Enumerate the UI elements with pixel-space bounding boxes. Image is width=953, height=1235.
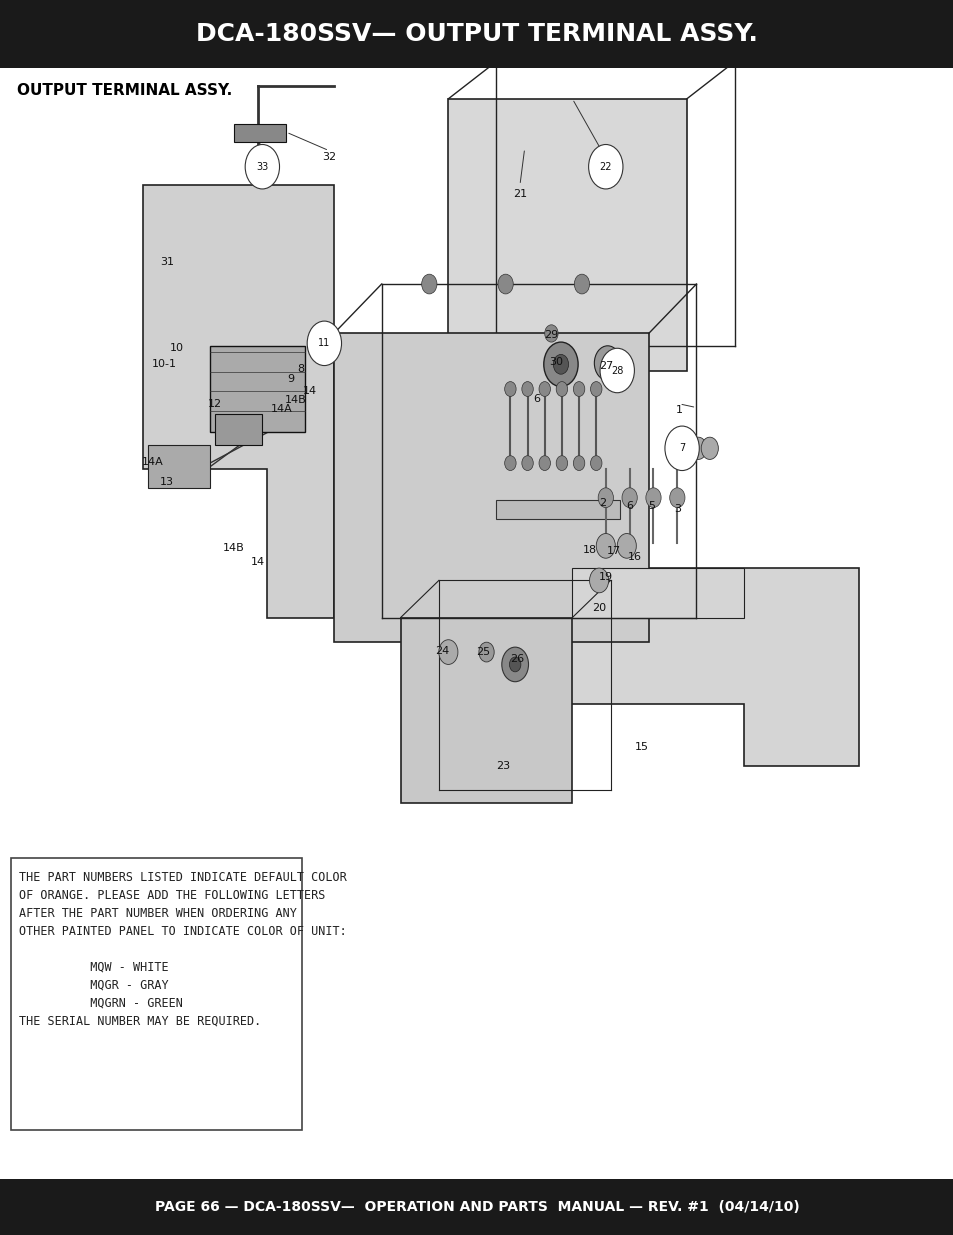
FancyBboxPatch shape [0, 1179, 953, 1235]
Polygon shape [214, 414, 262, 445]
Circle shape [421, 274, 436, 294]
Text: 14B: 14B [223, 543, 244, 553]
Text: 14A: 14A [142, 457, 163, 467]
Text: DCA-180SSV— OUTPUT TERMINAL ASSY.: DCA-180SSV— OUTPUT TERMINAL ASSY. [196, 22, 757, 46]
Circle shape [588, 144, 622, 189]
Circle shape [664, 426, 699, 471]
Text: 14: 14 [303, 387, 316, 396]
Text: 8: 8 [296, 364, 304, 374]
Polygon shape [233, 124, 286, 142]
Polygon shape [553, 568, 858, 766]
Circle shape [521, 382, 533, 396]
Circle shape [501, 647, 528, 682]
Text: 23: 23 [496, 761, 509, 771]
Text: 33: 33 [256, 162, 268, 172]
Text: 26: 26 [510, 655, 523, 664]
Text: 14: 14 [251, 557, 264, 567]
Circle shape [617, 534, 636, 558]
Circle shape [573, 456, 584, 471]
Text: 2: 2 [598, 498, 606, 508]
Circle shape [596, 534, 615, 558]
Text: 10: 10 [170, 343, 183, 353]
Circle shape [574, 274, 589, 294]
Circle shape [678, 437, 695, 459]
Circle shape [594, 346, 620, 380]
Polygon shape [400, 618, 572, 803]
Polygon shape [334, 333, 648, 642]
Circle shape [590, 382, 601, 396]
Text: 3: 3 [673, 504, 680, 514]
Text: 11: 11 [318, 338, 330, 348]
Circle shape [689, 437, 706, 459]
Text: 22: 22 [598, 162, 612, 172]
Text: THE PART NUMBERS LISTED INDICATE DEFAULT COLOR
OF ORANGE. PLEASE ADD THE FOLLOWI: THE PART NUMBERS LISTED INDICATE DEFAULT… [19, 871, 347, 1028]
Text: 10-1: 10-1 [152, 359, 176, 369]
Circle shape [589, 568, 608, 593]
Polygon shape [572, 568, 743, 618]
Circle shape [645, 488, 660, 508]
Circle shape [544, 325, 558, 342]
Text: 19: 19 [598, 572, 612, 582]
Text: 17: 17 [607, 546, 620, 556]
Text: 31: 31 [160, 257, 173, 267]
Circle shape [504, 456, 516, 471]
Circle shape [538, 382, 550, 396]
Text: 27: 27 [598, 361, 612, 370]
Circle shape [573, 382, 584, 396]
Text: 6: 6 [533, 394, 540, 404]
Circle shape [538, 456, 550, 471]
Text: 14B: 14B [285, 395, 306, 405]
Circle shape [553, 354, 568, 374]
Polygon shape [148, 445, 210, 488]
Text: OUTPUT TERMINAL ASSY.: OUTPUT TERMINAL ASSY. [17, 83, 233, 98]
Circle shape [556, 382, 567, 396]
Circle shape [504, 382, 516, 396]
Text: 6: 6 [625, 501, 633, 511]
Circle shape [599, 348, 634, 393]
Circle shape [509, 657, 520, 672]
Circle shape [556, 456, 567, 471]
Text: 25: 25 [476, 647, 490, 657]
Text: 18: 18 [582, 545, 596, 555]
Text: 28: 28 [611, 366, 622, 375]
Text: 20: 20 [592, 603, 605, 613]
Text: 21: 21 [513, 189, 526, 199]
Text: 13: 13 [160, 477, 173, 487]
Circle shape [307, 321, 341, 366]
Circle shape [598, 488, 613, 508]
Polygon shape [448, 99, 686, 370]
Text: 5: 5 [647, 501, 655, 511]
Text: 7: 7 [679, 443, 684, 453]
Text: 9: 9 [287, 374, 294, 384]
Text: 1: 1 [675, 405, 682, 415]
Circle shape [700, 437, 718, 459]
Circle shape [521, 456, 533, 471]
Polygon shape [210, 346, 305, 432]
Text: 12: 12 [208, 399, 221, 409]
Polygon shape [496, 500, 619, 519]
Text: 16: 16 [627, 552, 640, 562]
Circle shape [543, 342, 578, 387]
Circle shape [621, 488, 637, 508]
Circle shape [497, 274, 513, 294]
Text: 15: 15 [635, 742, 648, 752]
Text: PAGE 66 — DCA-180SSV—  OPERATION AND PARTS  MANUAL — REV. #1  (04/14/10): PAGE 66 — DCA-180SSV— OPERATION AND PART… [154, 1200, 799, 1214]
Text: 32: 32 [322, 152, 335, 162]
Text: 29: 29 [544, 330, 558, 340]
Circle shape [669, 488, 684, 508]
FancyBboxPatch shape [0, 0, 953, 68]
Text: 30: 30 [549, 357, 562, 367]
Text: 24: 24 [436, 646, 449, 656]
Circle shape [245, 144, 279, 189]
FancyBboxPatch shape [11, 858, 302, 1130]
Text: 14A: 14A [271, 404, 292, 414]
Circle shape [438, 640, 457, 664]
Circle shape [478, 642, 494, 662]
Polygon shape [143, 185, 334, 618]
Circle shape [590, 456, 601, 471]
